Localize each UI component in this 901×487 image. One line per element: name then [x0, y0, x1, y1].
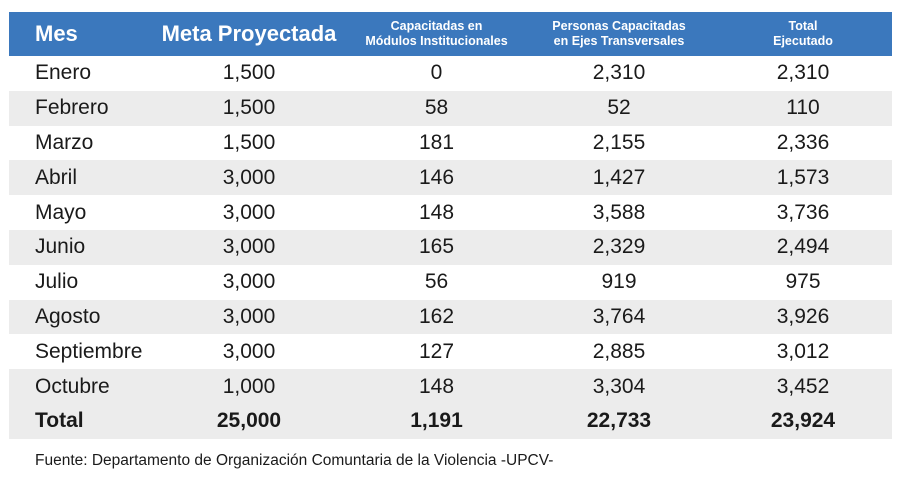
header-capacitadas-modulos: Capacitadas en Módulos Institucionales: [365, 19, 508, 48]
cell-modulos: 162: [418, 304, 455, 328]
cell-ejes: 919: [601, 270, 637, 294]
total-label: Total: [35, 409, 84, 433]
cell-ejes: 2,885: [592, 339, 646, 363]
cell-total: 975: [785, 270, 821, 294]
cell-mes: Mayo: [35, 200, 87, 224]
table-row: Octubre 1,000 148 3,304 3,452: [9, 369, 892, 404]
cell-total: 3,012: [776, 339, 830, 363]
cell-ejes: 3,764: [592, 304, 646, 328]
cell-modulos: 165: [418, 235, 455, 259]
header-meta-proyectada: Meta Proyectada: [161, 21, 337, 46]
cell-meta: 1,500: [222, 130, 276, 154]
cell-ejes: 3,304: [592, 374, 646, 398]
cell-meta: 1,500: [222, 96, 276, 120]
table-row: Agosto 3,000 162 3,764 3,926: [9, 299, 892, 335]
total-meta: 25,000: [216, 409, 282, 433]
cell-mes: Julio: [35, 270, 79, 294]
cell-ejes: 1,427: [592, 165, 646, 189]
total-ejes: 22,733: [586, 409, 652, 433]
table-row: Febrero 1,500 58 52 110: [9, 90, 892, 126]
cell-total: 3,736: [776, 200, 830, 224]
table-row: Enero 1,500 0 2,310 2,310: [9, 56, 892, 91]
cell-ejes: 3,588: [592, 200, 646, 224]
cell-mes: Enero: [35, 61, 92, 85]
cell-meta: 1,500: [222, 61, 276, 85]
cell-ejes: 2,310: [592, 61, 646, 85]
header-total-ejecutado: Total Ejecutado: [773, 19, 833, 48]
cell-total: 2,310: [776, 61, 830, 85]
cell-modulos: 127: [418, 339, 455, 363]
table-row: Abril 3,000 146 1,427 1,573: [9, 160, 892, 196]
cell-mes: Febrero: [35, 96, 109, 120]
cell-mes: Septiembre: [35, 339, 143, 363]
total-row: Total 25,000 1,191 22,733 23,924: [9, 403, 892, 439]
cell-modulos: 148: [418, 200, 455, 224]
cell-meta: 3,000: [222, 339, 276, 363]
cell-total: 3,452: [776, 374, 830, 398]
table-row: Junio 3,000 165 2,329 2,494: [9, 229, 892, 265]
cell-modulos: 146: [418, 165, 455, 189]
table-row: Marzo 1,500 181 2,155 2,336: [9, 126, 892, 161]
cell-meta: 3,000: [222, 165, 276, 189]
table-body: Enero 1,500 0 2,310 2,310 Febrero 1,500 58 52 110…: [9, 56, 892, 404]
cell-meta: 3,000: [222, 304, 276, 328]
table-header: Mes Meta Proyectada Capacitadas en Módul…: [9, 12, 892, 56]
cell-mes: Marzo: [35, 130, 94, 154]
cell-ejes: 52: [607, 96, 631, 120]
total-ejecutado: 23,924: [770, 409, 836, 433]
cell-modulos: 181: [418, 130, 455, 154]
cell-modulos: 0: [430, 61, 443, 85]
cell-meta: 3,000: [222, 235, 276, 259]
cell-modulos: 58: [424, 96, 449, 120]
cell-ejes: 2,329: [592, 235, 646, 259]
cell-meta: 1,000: [222, 374, 276, 398]
cell-total: 2,494: [776, 235, 830, 259]
table-row: Septiembre 3,000 127 2,885 3,012: [9, 334, 892, 369]
cell-mes: Agosto: [35, 304, 101, 328]
cell-mes: Octubre: [35, 374, 110, 398]
cell-meta: 3,000: [222, 270, 276, 294]
cell-total: 3,926: [776, 304, 830, 328]
cell-meta: 3,000: [222, 200, 276, 224]
cell-total: 1,573: [776, 165, 830, 189]
cell-modulos: 56: [424, 270, 449, 294]
cell-total: 2,336: [776, 130, 830, 154]
total-modulos: 1,191: [410, 409, 463, 433]
source-note: Fuente: Departamento de Organización Com…: [35, 452, 554, 469]
header-mes: Mes: [35, 21, 78, 46]
table-row: Mayo 3,000 148 3,588 3,736: [9, 195, 892, 230]
table-row: Julio 3,000 56 919 975: [9, 265, 892, 300]
cell-ejes: 2,155: [592, 130, 646, 154]
cell-mes: Junio: [35, 235, 86, 259]
header-personas-ejes: Personas Capacitadas en Ejes Transversal…: [552, 19, 686, 48]
cell-modulos: 148: [418, 374, 455, 398]
cell-total: 110: [786, 96, 820, 120]
cell-mes: Abril: [35, 165, 78, 189]
data-table: Mes Meta Proyectada Capacitadas en Módul…: [9, 12, 892, 439]
